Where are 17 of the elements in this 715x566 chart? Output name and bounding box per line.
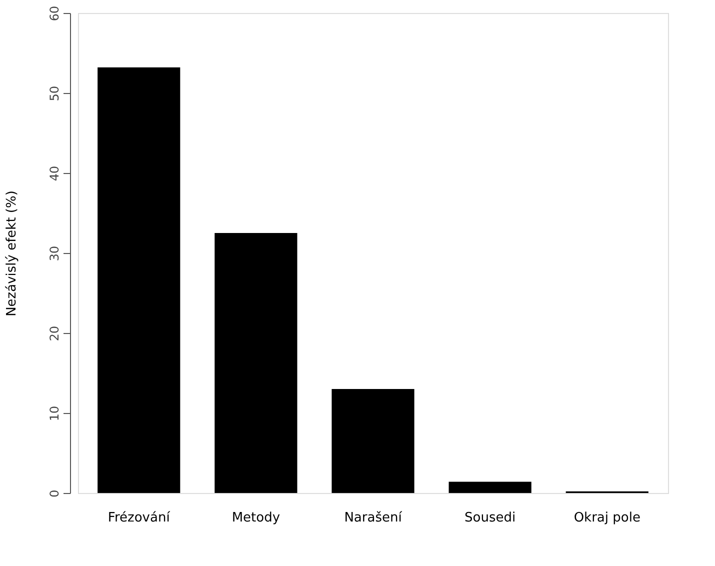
y-tick-label: 0 bbox=[48, 490, 62, 498]
y-axis-title: Nezávislý efekt (%) bbox=[4, 190, 20, 316]
y-tick-label: 30 bbox=[48, 246, 62, 262]
x-tick-label: Frézování bbox=[108, 510, 170, 526]
bar bbox=[332, 389, 414, 493]
bar bbox=[98, 67, 180, 493]
x-tick-label: Narašení bbox=[344, 510, 402, 526]
bar bbox=[448, 482, 532, 493]
y-tick-label: 10 bbox=[48, 406, 62, 422]
x-tick-label: Okraj pole bbox=[574, 510, 640, 526]
x-tick-label: Metody bbox=[232, 510, 280, 526]
x-tick-label: Sousedi bbox=[464, 510, 516, 526]
y-tick-label: 40 bbox=[48, 166, 62, 182]
y-tick-label: 50 bbox=[48, 86, 62, 102]
y-tick-label: 20 bbox=[48, 326, 62, 342]
y-tick-label: 60 bbox=[48, 6, 62, 22]
bar bbox=[214, 233, 298, 493]
